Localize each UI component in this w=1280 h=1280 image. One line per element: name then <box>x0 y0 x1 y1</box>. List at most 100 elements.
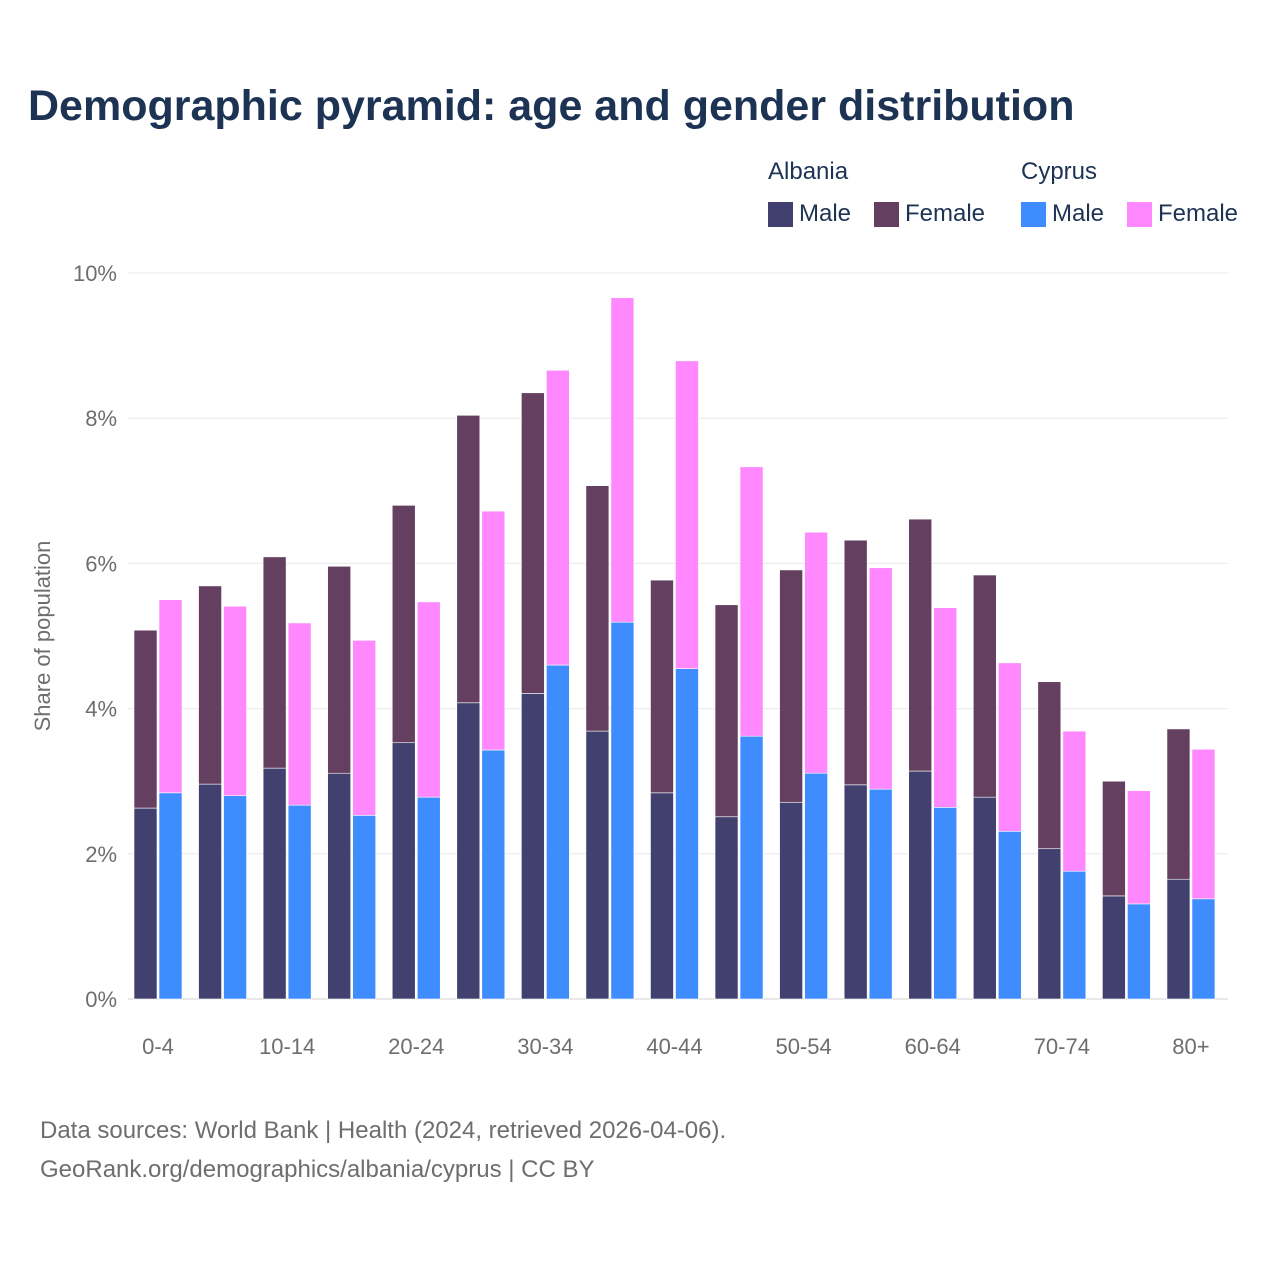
bar-albania-female-25-29[interactable] <box>456 414 481 704</box>
bar-albania-male-0-4[interactable] <box>133 807 158 1000</box>
bar-cyprus-male-55-59[interactable] <box>868 788 893 1000</box>
bar-cyprus-male-20-24[interactable] <box>416 796 441 1000</box>
legend-swatch <box>1127 201 1152 227</box>
bar-albania-male-10-14[interactable] <box>262 767 287 1000</box>
bar-cyprus-female-30-34[interactable] <box>546 369 570 666</box>
bar-cyprus-female-15-19[interactable] <box>352 640 376 816</box>
bar-albania-female-55-59[interactable] <box>843 539 868 786</box>
legend-cyprus-female[interactable]: Female <box>1127 200 1238 228</box>
bar-cyprus-female-35-39[interactable] <box>610 297 635 623</box>
bar-albania-female-45-49[interactable] <box>714 604 739 818</box>
bar-albania-female-60-64[interactable] <box>908 518 933 772</box>
legend-label: Male <box>1052 200 1105 227</box>
legend-label: Male <box>799 200 852 227</box>
x-tick-label: 10-14 <box>259 1034 315 1059</box>
bar-cyprus-female-20-24[interactable] <box>416 601 441 798</box>
y-tick-label: 2% <box>85 842 117 867</box>
source-note: Data sources: World Bank | Health (2024,… <box>40 1117 727 1144</box>
y-tick-label: 0% <box>85 987 117 1012</box>
bar-albania-male-65-69[interactable] <box>972 796 997 1000</box>
bar-albania-male-40-44[interactable] <box>650 792 674 1000</box>
legend-group-cyprus: Cyprus <box>1021 158 1098 185</box>
bar-cyprus-female-5-9[interactable] <box>223 605 247 797</box>
bar-albania-male-15-19[interactable] <box>327 772 351 1000</box>
legend-swatch <box>1021 201 1046 227</box>
bar-albania-male-45-49[interactable] <box>714 816 739 1000</box>
bar-cyprus-female-10-14[interactable] <box>287 622 312 806</box>
bar-cyprus-male-0-4[interactable] <box>158 792 183 1000</box>
bar-cyprus-male-65-69[interactable] <box>997 830 1022 1000</box>
y-tick-label: 10% <box>73 261 117 286</box>
legend-cyprus-male[interactable]: Male <box>1021 200 1104 228</box>
bar-cyprus-female-65-69[interactable] <box>997 662 1022 832</box>
bar-cyprus-male-10-14[interactable] <box>287 804 312 1000</box>
bar-cyprus-male-80+[interactable] <box>1191 898 1216 1000</box>
bar-albania-male-35-39[interactable] <box>585 730 610 1000</box>
bar-albania-female-70-74[interactable] <box>1037 681 1062 850</box>
bar-cyprus-male-35-39[interactable] <box>610 621 635 1000</box>
bar-cyprus-male-40-44[interactable] <box>675 668 699 1000</box>
bar-albania-female-20-24[interactable] <box>391 505 416 744</box>
credit-note: GeoRank.org/demographics/albania/cyprus … <box>40 1156 595 1183</box>
bar-cyprus-male-70-74[interactable] <box>1062 870 1087 1000</box>
x-tick-label: 40-44 <box>646 1034 702 1059</box>
bar-cyprus-male-25-29[interactable] <box>481 749 506 1000</box>
bar-albania-female-0-4[interactable] <box>133 629 158 809</box>
bar-albania-male-55-59[interactable] <box>843 784 868 1000</box>
y-tick-label: 6% <box>85 551 117 576</box>
bar-albania-female-15-19[interactable] <box>327 566 351 774</box>
bar-albania-female-50-54[interactable] <box>779 569 803 803</box>
bar-albania-male-50-54[interactable] <box>779 801 803 1000</box>
bar-cyprus-male-30-34[interactable] <box>546 664 570 1000</box>
bar-cyprus-male-50-54[interactable] <box>804 772 828 1000</box>
y-tick-label: 8% <box>85 406 117 431</box>
bar-cyprus-female-0-4[interactable] <box>158 599 183 794</box>
legend-swatch <box>768 201 793 227</box>
bar-albania-male-60-64[interactable] <box>908 770 933 1000</box>
x-tick-label: 50-54 <box>775 1034 831 1059</box>
bar-cyprus-female-25-29[interactable] <box>481 510 506 751</box>
bar-albania-female-30-34[interactable] <box>521 392 545 694</box>
bar-albania-male-80+[interactable] <box>1166 878 1191 1000</box>
legend-label: Female <box>905 200 986 227</box>
bar-albania-male-30-34[interactable] <box>521 693 545 1000</box>
bar-cyprus-female-45-49[interactable] <box>739 466 764 737</box>
x-tick-label: 30-34 <box>517 1034 573 1059</box>
bar-albania-male-5-9[interactable] <box>198 783 222 1000</box>
bar-cyprus-female-40-44[interactable] <box>675 360 699 669</box>
bar-cyprus-male-5-9[interactable] <box>223 795 247 1000</box>
bar-cyprus-female-55-59[interactable] <box>868 567 893 790</box>
bar-albania-female-40-44[interactable] <box>650 579 674 794</box>
x-tick-label: 20-24 <box>388 1034 444 1059</box>
legend-swatch <box>874 201 899 227</box>
bar-albania-male-75-79[interactable] <box>1102 895 1126 1000</box>
bar-cyprus-male-60-64[interactable] <box>933 807 958 1000</box>
bar-albania-female-65-69[interactable] <box>972 574 997 798</box>
legend-albania-female[interactable]: Female <box>874 200 985 228</box>
bar-albania-male-20-24[interactable] <box>391 742 416 1000</box>
bar-cyprus-male-45-49[interactable] <box>739 735 764 1000</box>
bar-albania-female-5-9[interactable] <box>198 585 222 785</box>
legend-albania-male[interactable]: Male <box>768 200 851 228</box>
bar-albania-male-70-74[interactable] <box>1037 848 1062 1000</box>
bar-albania-male-25-29[interactable] <box>456 702 481 1000</box>
legend-group-albania: Albania <box>768 158 849 185</box>
y-tick-label: 4% <box>85 697 117 722</box>
bar-albania-female-80+[interactable] <box>1166 728 1191 880</box>
x-tick-label: 80+ <box>1172 1034 1209 1059</box>
bar-cyprus-male-75-79[interactable] <box>1127 903 1151 1000</box>
bar-cyprus-male-15-19[interactable] <box>352 815 376 1000</box>
y-axis-label: Share of population <box>30 541 55 732</box>
chart-title: Demographic pyramid: age and gender dist… <box>28 82 1075 130</box>
bar-cyprus-female-75-79[interactable] <box>1127 790 1151 905</box>
x-tick-label: 60-64 <box>905 1034 961 1059</box>
bar-albania-female-10-14[interactable] <box>262 556 287 769</box>
bar-cyprus-female-80+[interactable] <box>1191 748 1216 900</box>
bar-cyprus-female-50-54[interactable] <box>804 531 828 774</box>
bar-albania-female-35-39[interactable] <box>585 485 610 732</box>
bar-cyprus-female-60-64[interactable] <box>933 607 958 808</box>
bar-albania-female-75-79[interactable] <box>1102 780 1126 897</box>
legend-label: Female <box>1158 200 1239 227</box>
bar-cyprus-female-70-74[interactable] <box>1062 730 1087 872</box>
